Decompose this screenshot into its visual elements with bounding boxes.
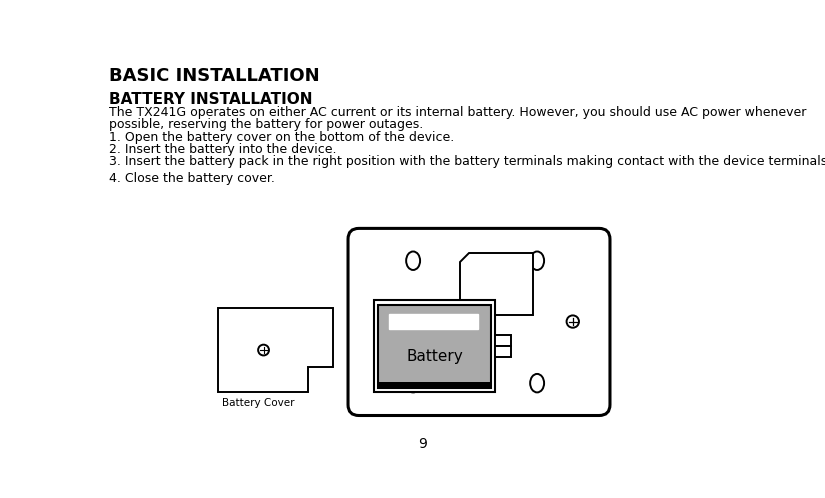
Bar — [378, 382, 491, 388]
Text: BASIC INSTALLATION: BASIC INSTALLATION — [110, 67, 320, 86]
Ellipse shape — [530, 251, 544, 270]
Polygon shape — [218, 308, 332, 391]
Bar — [495, 336, 511, 346]
Ellipse shape — [406, 251, 420, 270]
Polygon shape — [460, 253, 533, 315]
Bar — [389, 314, 478, 329]
Text: Battery Cover: Battery Cover — [222, 398, 295, 408]
Text: 2. Insert the battery into the device.: 2. Insert the battery into the device. — [110, 143, 337, 156]
Text: 4. Close the battery cover.: 4. Close the battery cover. — [110, 172, 276, 185]
Circle shape — [258, 345, 269, 356]
Text: possible, reserving the battery for power outages.: possible, reserving the battery for powe… — [110, 119, 423, 131]
Bar — [495, 346, 511, 357]
Ellipse shape — [406, 374, 420, 392]
Bar — [378, 305, 491, 388]
Text: 1. Open the battery cover on the bottom of the device.: 1. Open the battery cover on the bottom … — [110, 130, 455, 143]
Bar — [374, 300, 495, 392]
Text: 3. Insert the battery pack in the right position with the battery terminals maki: 3. Insert the battery pack in the right … — [110, 155, 825, 168]
Text: The TX241G operates on either AC current or its internal battery. However, you s: The TX241G operates on either AC current… — [110, 106, 807, 119]
Text: 9: 9 — [418, 437, 427, 451]
FancyBboxPatch shape — [348, 229, 610, 415]
Text: BATTERY INSTALLATION: BATTERY INSTALLATION — [110, 92, 313, 107]
Ellipse shape — [530, 374, 544, 392]
Text: Battery: Battery — [406, 350, 463, 365]
Circle shape — [379, 315, 391, 328]
Circle shape — [567, 315, 579, 328]
